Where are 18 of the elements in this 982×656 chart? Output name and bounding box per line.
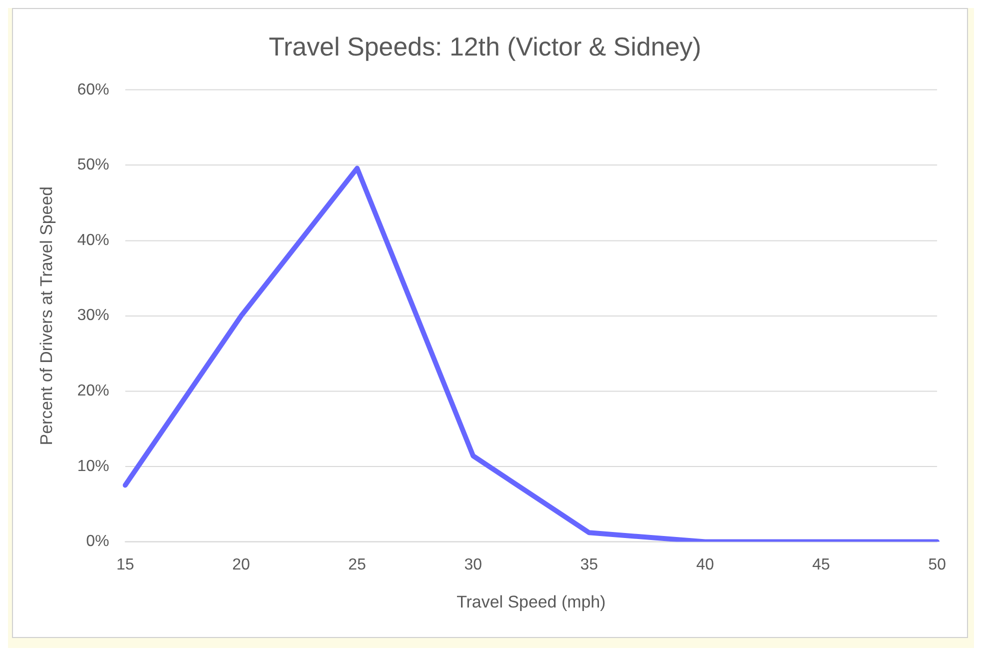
y-tick-label: 30% xyxy=(77,307,110,324)
x-axis-title: Travel Speed (mph) xyxy=(456,592,606,612)
x-tick-label: 45 xyxy=(812,556,830,574)
x-tick-label: 20 xyxy=(232,556,250,574)
x-tick-label: 40 xyxy=(696,556,714,574)
y-tick-label: 50% xyxy=(77,156,110,174)
x-tick-label: 35 xyxy=(580,556,598,574)
x-tick-label: 25 xyxy=(348,556,366,574)
x-tick-label: 15 xyxy=(116,556,134,574)
y-tick-label: 20% xyxy=(77,382,110,400)
y-tick-label: 10% xyxy=(77,458,110,475)
y-tick-label: 40% xyxy=(77,232,110,249)
y-tick-label: 0% xyxy=(86,533,110,550)
x-tick-label: 30 xyxy=(464,556,482,574)
y-tick-label: 60% xyxy=(77,81,110,98)
chart-title: Travel Speeds: 12th (Victor & Sidney) xyxy=(268,34,702,62)
y-axis-title: Percent of Drivers at Travel Speed xyxy=(36,186,56,446)
x-tick-label: 50 xyxy=(928,556,946,574)
